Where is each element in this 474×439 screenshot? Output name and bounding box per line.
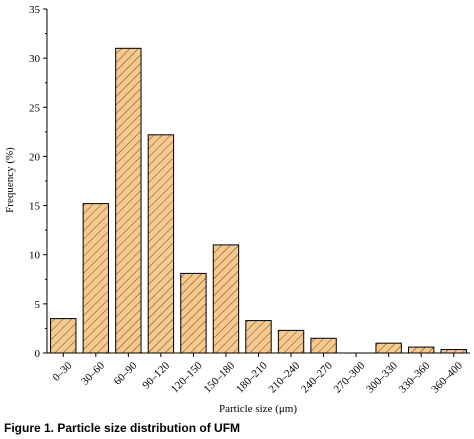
axes-group [46, 9, 470, 354]
bar-60–90 [115, 47, 142, 354]
x-axis-label: Particle size (μm) [219, 403, 297, 415]
bars-group [50, 47, 467, 354]
x-tick-label: 360–400 [429, 359, 465, 395]
x-tick-label: 300–330 [364, 359, 400, 395]
y-tick-label: 10 [29, 250, 41, 262]
y-tick-label: 35 [29, 4, 41, 16]
bar-90–120 [147, 134, 175, 354]
bar-300–330 [375, 342, 402, 354]
y-axis-label: Frequency (%) [4, 147, 16, 213]
bar-30–60 [82, 203, 110, 354]
bar-0–30 [50, 318, 77, 354]
bar-330–360 [408, 346, 435, 354]
x-tick-label: 0–30 [50, 359, 74, 383]
x-tick-label: 120–150 [169, 359, 205, 395]
x-tick-label: 330–360 [397, 359, 433, 395]
x-tick-label: 270–300 [332, 359, 368, 395]
x-tick-label: 150–180 [201, 359, 237, 395]
y-tick-label: 15 [29, 201, 41, 213]
x-ticks-group: 0–30 30–60 60–90 90–120120–150150–180180–21… [50, 353, 465, 395]
bar-210–240 [277, 329, 305, 354]
bar-180–210 [245, 320, 272, 354]
x-tick-label: 90–120 [140, 359, 172, 391]
figure-caption: Figure 1. Particle size distribution of … [4, 421, 241, 435]
y-tick-label: 25 [29, 102, 41, 114]
y-ticks-group: 0 5 10 15 20 25 30 35 [29, 4, 47, 360]
x-tick-label: 30–60 [79, 359, 107, 387]
bar-240–270 [310, 337, 337, 354]
x-tick-label: 180–210 [234, 359, 270, 395]
y-tick-label: 20 [29, 151, 41, 163]
x-tick-label: 60–90 [112, 359, 140, 387]
bar-360–400 [440, 349, 467, 354]
bar-150–180 [212, 244, 240, 354]
y-tick-label: 5 [35, 299, 41, 311]
x-tick-label: 240–270 [299, 359, 335, 395]
y-tick-label: 30 [29, 53, 41, 65]
x-tick-label: 210–240 [267, 359, 303, 395]
y-tick-label: 0 [35, 348, 41, 360]
bar-120–150 [180, 272, 207, 354]
